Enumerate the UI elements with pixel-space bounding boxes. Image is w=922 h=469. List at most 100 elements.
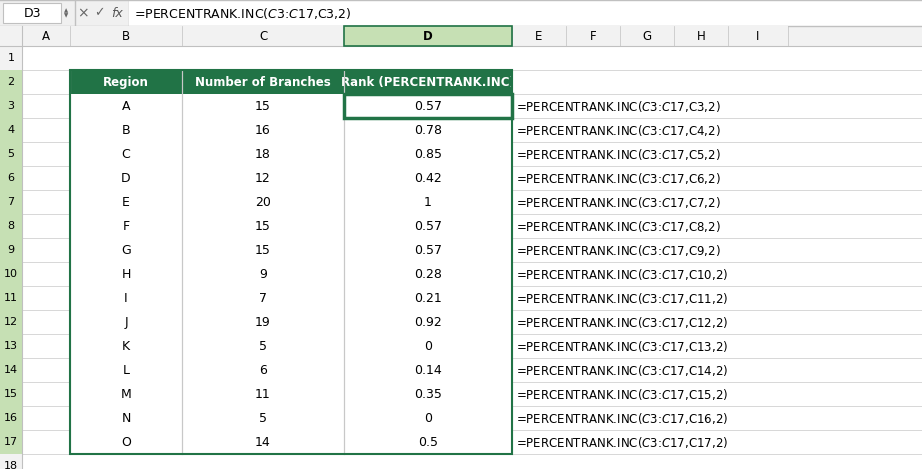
Bar — [344, 118, 512, 142]
Text: =PERCENTRANK.INC($C$3:$C$17,C14,2): =PERCENTRANK.INC($C$3:$C$17,C14,2) — [516, 363, 728, 378]
Text: F: F — [590, 30, 597, 43]
Text: 9: 9 — [259, 267, 267, 280]
Text: =PERCENTRANK.INC($C$3:$C$17,C9,2): =PERCENTRANK.INC($C$3:$C$17,C9,2) — [516, 242, 721, 257]
Bar — [129, 0, 922, 26]
Bar — [0, 310, 22, 334]
Text: 16: 16 — [255, 123, 271, 136]
Bar — [0, 430, 22, 454]
Text: E: E — [122, 196, 130, 209]
Text: 13: 13 — [4, 341, 18, 351]
Text: 7: 7 — [7, 197, 15, 207]
Text: M: M — [121, 387, 131, 401]
Bar — [70, 358, 182, 382]
Text: K: K — [122, 340, 130, 353]
Text: ▲: ▲ — [64, 8, 68, 14]
Text: 5: 5 — [7, 149, 15, 159]
Bar — [182, 430, 344, 454]
Bar — [344, 382, 512, 406]
Bar — [70, 214, 182, 238]
Text: D: D — [121, 172, 131, 184]
Text: =PERCENTRANK.INC($C$3:$C$17,C12,2): =PERCENTRANK.INC($C$3:$C$17,C12,2) — [516, 315, 728, 330]
Text: 0: 0 — [424, 340, 432, 353]
Bar — [0, 166, 922, 190]
Bar — [0, 214, 922, 238]
Bar — [566, 26, 620, 46]
Bar — [0, 142, 22, 166]
Text: B: B — [122, 123, 130, 136]
Bar — [0, 238, 922, 262]
Bar — [70, 262, 182, 286]
Text: I: I — [124, 292, 128, 304]
Text: 6: 6 — [7, 173, 15, 183]
Text: 0: 0 — [424, 411, 432, 424]
Text: D: D — [423, 30, 432, 43]
Bar — [70, 286, 182, 310]
Bar — [0, 0, 922, 26]
Bar — [70, 430, 182, 454]
Bar — [344, 358, 512, 382]
Text: 0.5: 0.5 — [418, 436, 438, 448]
Bar — [344, 166, 512, 190]
Bar — [70, 334, 182, 358]
Bar — [512, 26, 566, 46]
Bar — [70, 310, 182, 334]
Text: 3: 3 — [7, 101, 15, 111]
Text: J: J — [124, 316, 128, 328]
Text: O: O — [121, 436, 131, 448]
Text: 4: 4 — [7, 125, 15, 135]
Text: Region: Region — [103, 76, 149, 89]
Text: E: E — [536, 30, 543, 43]
Text: 8: 8 — [7, 221, 15, 231]
Bar — [344, 26, 512, 46]
Text: 0.57: 0.57 — [414, 219, 442, 233]
Text: =PERCENTRANK.INC($C$3:$C$17,C13,2): =PERCENTRANK.INC($C$3:$C$17,C13,2) — [516, 339, 728, 354]
Bar — [0, 262, 922, 286]
Bar — [344, 94, 512, 118]
Bar — [182, 334, 344, 358]
Text: 6: 6 — [259, 363, 267, 377]
Bar — [0, 238, 22, 262]
Bar — [0, 70, 22, 94]
Bar — [344, 70, 512, 94]
Bar — [344, 214, 512, 238]
Text: 5: 5 — [259, 411, 267, 424]
Text: 7: 7 — [259, 292, 267, 304]
Text: 10: 10 — [4, 269, 18, 279]
Text: 12: 12 — [4, 317, 18, 327]
Bar — [70, 26, 182, 46]
Bar — [0, 262, 22, 286]
Text: N: N — [122, 411, 131, 424]
Bar — [70, 166, 182, 190]
Text: 0.28: 0.28 — [414, 267, 442, 280]
Bar — [182, 214, 344, 238]
Bar — [70, 382, 182, 406]
Text: 19: 19 — [255, 316, 271, 328]
Text: 0.14: 0.14 — [414, 363, 442, 377]
Bar — [182, 238, 344, 262]
Text: C: C — [259, 30, 267, 43]
Text: 17: 17 — [4, 437, 18, 447]
Text: =PERCENTRANK.INC($C$3:$C$17,C4,2): =PERCENTRANK.INC($C$3:$C$17,C4,2) — [516, 122, 721, 137]
Bar — [0, 190, 22, 214]
Text: =PERCENTRANK.INC($C$3:$C$17,C15,2): =PERCENTRANK.INC($C$3:$C$17,C15,2) — [516, 386, 728, 401]
Text: 15: 15 — [255, 99, 271, 113]
Bar — [0, 382, 922, 406]
Text: D3: D3 — [23, 7, 41, 20]
Text: 0.35: 0.35 — [414, 387, 442, 401]
Text: A: A — [122, 99, 130, 113]
Bar — [344, 26, 512, 46]
Text: D: D — [423, 30, 432, 43]
Text: =PERCENTRANK.INC($C$3:$C$17,C7,2): =PERCENTRANK.INC($C$3:$C$17,C7,2) — [516, 195, 721, 210]
Bar — [182, 262, 344, 286]
Text: L: L — [123, 363, 129, 377]
Text: 11: 11 — [4, 293, 18, 303]
Bar — [0, 286, 922, 310]
Bar — [0, 430, 922, 454]
Text: =PERCENTRANK.INC($C$3:$C$17,C17,2): =PERCENTRANK.INC($C$3:$C$17,C17,2) — [516, 434, 728, 449]
Bar — [182, 166, 344, 190]
Bar — [0, 214, 22, 238]
Bar — [344, 286, 512, 310]
Text: 1: 1 — [424, 196, 431, 209]
Text: 1: 1 — [7, 53, 15, 63]
Bar — [182, 94, 344, 118]
